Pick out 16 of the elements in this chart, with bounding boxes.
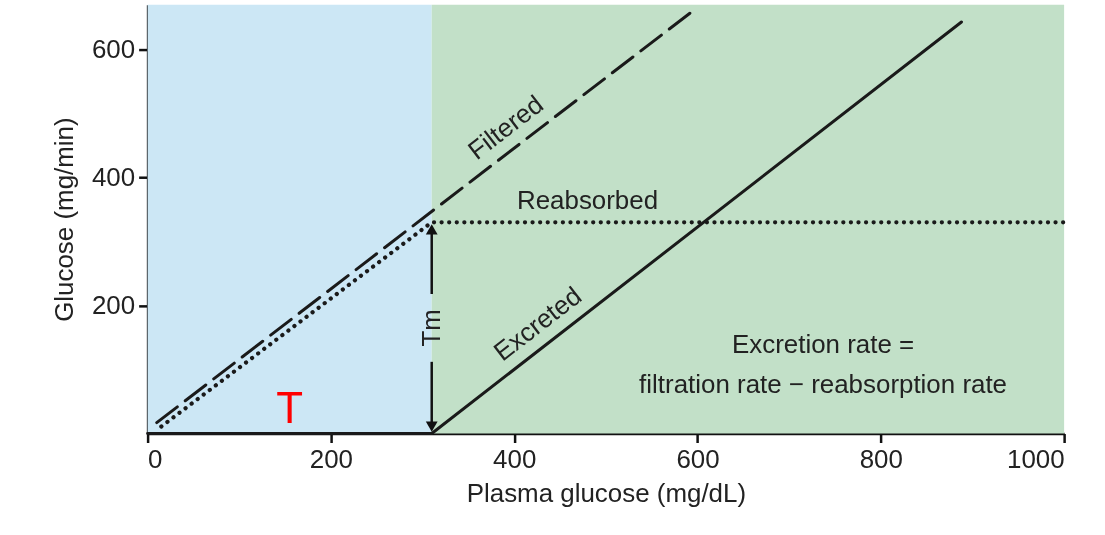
x-tick-label: 0 <box>148 444 163 473</box>
x-tick-label: 600 <box>676 444 720 473</box>
x-tick-label: 200 <box>309 444 354 473</box>
annotation: T <box>276 382 304 432</box>
x-tick-label: 1000 <box>1006 444 1065 473</box>
annotation: filtration rate − reabsorption rate <box>639 369 1008 398</box>
x-tick-label: 800 <box>859 444 903 473</box>
x-tick-label: 400 <box>493 444 537 473</box>
x-axis-title: Plasma glucose (mg/dL) <box>466 478 747 507</box>
annotation: Tm <box>416 309 445 347</box>
y-tick-label: 600 <box>91 34 136 63</box>
y-tick-label: 200 <box>91 290 136 319</box>
y-axis-title: Glucose (mg/min) <box>49 117 78 322</box>
y-tick-label: 400 <box>91 162 136 191</box>
annotation: Excretion rate = <box>731 329 915 358</box>
series-label: Reabsorbed <box>516 186 659 215</box>
